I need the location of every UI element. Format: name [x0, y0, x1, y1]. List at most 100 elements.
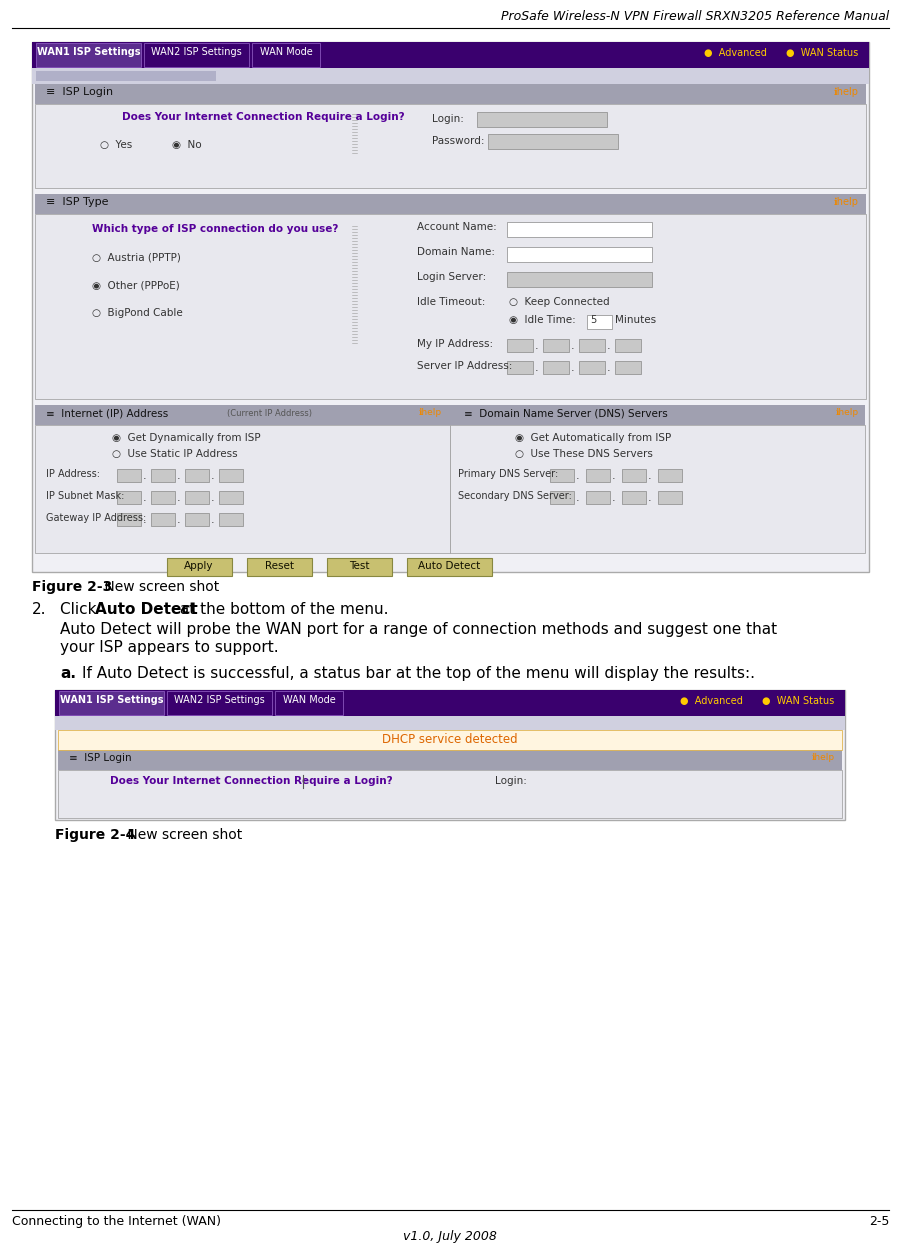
Bar	[658, 469, 682, 483]
Bar	[32, 69, 869, 84]
Text: (Current IP Address): (Current IP Address)	[227, 409, 312, 418]
Text: Apply: Apply	[184, 561, 214, 571]
Text: ○  Use Static IP Address: ○ Use Static IP Address	[112, 449, 238, 459]
Bar	[35, 214, 866, 399]
Bar	[144, 42, 249, 67]
Bar	[55, 716, 845, 729]
Text: ≡  ISP Type: ≡ ISP Type	[46, 197, 108, 207]
Bar	[32, 42, 869, 572]
Text: v1.0, July 2008: v1.0, July 2008	[403, 1230, 497, 1243]
Text: Reset: Reset	[265, 561, 294, 571]
Text: .: .	[535, 340, 539, 350]
Text: ○  Austria (PPTP): ○ Austria (PPTP)	[92, 252, 181, 262]
Text: ●  Advanced: ● Advanced	[704, 47, 767, 59]
Text: Does Your Internet Connection Require a Login?: Does Your Internet Connection Require a …	[110, 776, 393, 786]
Bar	[579, 339, 605, 352]
Text: ≡  Internet (IP) Address: ≡ Internet (IP) Address	[46, 408, 168, 418]
Text: ℹhelp: ℹhelp	[834, 87, 859, 97]
Text: Login:: Login:	[495, 776, 527, 786]
Bar	[35, 84, 866, 104]
Bar	[36, 42, 141, 67]
Text: Server IP Address:: Server IP Address:	[417, 360, 513, 372]
Text: .: .	[612, 493, 615, 503]
Text: .: .	[576, 493, 579, 503]
Bar	[252, 42, 320, 67]
Bar	[407, 557, 492, 576]
Text: Idle Timeout:: Idle Timeout:	[417, 297, 486, 307]
Text: Auto Detect: Auto Detect	[418, 561, 480, 571]
Text: Auto Detect will probe the WAN port for a range of connection methods and sugges: Auto Detect will probe the WAN port for …	[60, 622, 778, 637]
Text: ProSafe Wireless-N VPN Firewall SRXN3205 Reference Manual: ProSafe Wireless-N VPN Firewall SRXN3205…	[501, 10, 889, 22]
Bar	[507, 272, 652, 287]
Bar	[117, 469, 141, 483]
Text: 2.: 2.	[32, 602, 47, 617]
Text: ≡  ISP Login: ≡ ISP Login	[69, 753, 132, 763]
Text: ●  Advanced: ● Advanced	[680, 696, 743, 706]
Text: Gateway IP Address:: Gateway IP Address:	[46, 513, 146, 522]
Bar	[450, 405, 865, 425]
Bar	[167, 691, 272, 715]
Text: ◉  Get Automatically from ISP: ◉ Get Automatically from ISP	[515, 433, 671, 443]
Text: WAN2 ISP Settings: WAN2 ISP Settings	[174, 695, 265, 705]
Bar	[117, 513, 141, 526]
Text: Login:: Login:	[432, 113, 464, 123]
Text: ℹhelp: ℹhelp	[419, 408, 442, 416]
Bar	[507, 360, 533, 374]
Bar	[35, 425, 450, 552]
Bar	[58, 769, 842, 818]
Text: ≡  Domain Name Server (DNS) Servers: ≡ Domain Name Server (DNS) Servers	[464, 408, 668, 418]
Text: .: .	[143, 493, 147, 503]
Bar	[615, 360, 641, 374]
Text: IP Address:: IP Address:	[46, 469, 100, 479]
Text: .: .	[211, 471, 214, 481]
Text: 5: 5	[590, 315, 596, 325]
Bar	[579, 360, 605, 374]
Text: WAN1 ISP Settings: WAN1 ISP Settings	[37, 47, 141, 57]
Text: Minutes: Minutes	[615, 315, 656, 325]
Text: New screen shot: New screen shot	[100, 580, 219, 594]
Bar	[59, 691, 164, 715]
Text: Figure 2-4: Figure 2-4	[55, 828, 135, 842]
Bar	[117, 491, 141, 504]
Bar	[622, 469, 646, 483]
Bar	[658, 491, 682, 504]
Text: .: .	[211, 515, 214, 525]
Text: ○  Keep Connected: ○ Keep Connected	[509, 297, 610, 307]
Text: a.: a.	[60, 666, 76, 681]
Bar	[543, 339, 569, 352]
Bar	[247, 557, 312, 576]
Text: Domain Name:: Domain Name:	[417, 247, 495, 257]
Bar	[275, 691, 343, 715]
Text: .: .	[607, 363, 611, 373]
Text: .: .	[576, 471, 579, 481]
Text: ℹhelp: ℹhelp	[836, 408, 859, 416]
Text: Login Server:: Login Server:	[417, 272, 487, 282]
Text: ℹhelp: ℹhelp	[812, 753, 835, 762]
Bar	[185, 469, 209, 483]
Bar	[507, 339, 533, 352]
Text: ●  WAN Status: ● WAN Status	[762, 696, 834, 706]
Text: .: .	[607, 340, 611, 350]
Text: .: .	[571, 363, 575, 373]
Text: WAN1 ISP Settings: WAN1 ISP Settings	[59, 695, 163, 705]
Bar	[219, 469, 243, 483]
Text: ≡  ISP Login: ≡ ISP Login	[46, 87, 114, 97]
Text: New screen shot: New screen shot	[123, 828, 242, 842]
Bar	[586, 469, 610, 483]
Text: .: .	[648, 471, 651, 481]
Text: If Auto Detect is successful, a status bar at the top of the menu will display t: If Auto Detect is successful, a status b…	[82, 666, 755, 681]
Text: ○  Use These DNS Servers: ○ Use These DNS Servers	[515, 449, 653, 459]
Text: Connecting to the Internet (WAN): Connecting to the Internet (WAN)	[12, 1215, 221, 1228]
Text: ◉  Idle Time:: ◉ Idle Time:	[509, 315, 576, 325]
Bar	[35, 405, 450, 425]
Bar	[35, 195, 866, 214]
Bar	[35, 104, 866, 188]
Text: WAN Mode: WAN Mode	[259, 47, 313, 57]
Bar	[185, 513, 209, 526]
Text: WAN Mode: WAN Mode	[283, 695, 335, 705]
Text: Figure 2-3: Figure 2-3	[32, 580, 113, 594]
Bar	[167, 557, 232, 576]
Text: Primary DNS Server:: Primary DNS Server:	[458, 469, 559, 479]
Text: DHCP service detected: DHCP service detected	[382, 733, 518, 746]
Bar	[543, 360, 569, 374]
